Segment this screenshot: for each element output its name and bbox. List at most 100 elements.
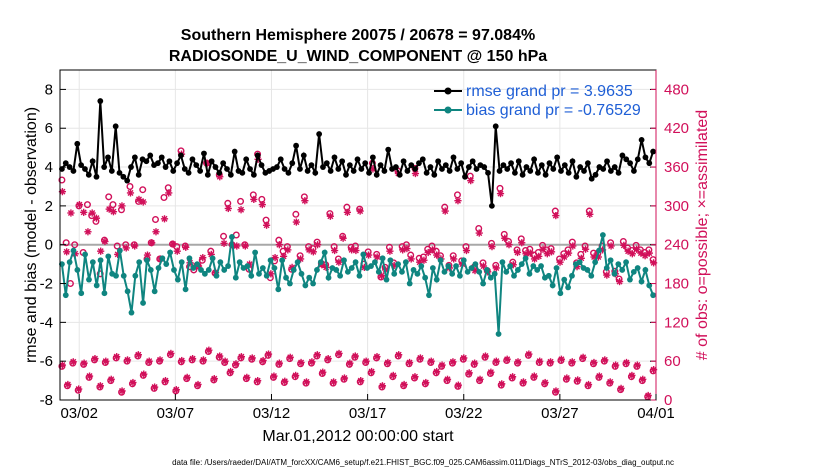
rmse-point [62,160,69,167]
obs-assimilated-point [173,247,181,255]
obs-assimilated-12z-point-stroke [590,359,597,366]
obs-assimilated-point [501,234,509,242]
bias-point [97,257,104,264]
obs-assimilated-12z-point-stroke [140,371,147,378]
obs-assimilated-point [152,228,160,236]
obs-assimilated-point-stroke [582,246,589,253]
obs-assimilated-12z-point [308,358,316,366]
obs-assimilated-12z-point [612,361,620,369]
rmse-point [431,171,438,178]
obs-assimilated-12z-point-stroke [222,358,229,365]
bias-point [518,261,525,268]
bias-point [221,267,228,273]
obs-assimilated-12z-point-stroke [270,373,277,380]
bias-point [62,292,69,299]
obs-assimilated-12z-point [113,353,121,361]
obs-assimilated-12z-point-stroke [119,387,126,394]
obs-assimilated-12z-point [351,352,359,360]
bias-point [174,276,181,283]
rmse-point [373,171,380,178]
bias-point [310,280,316,287]
bias-point [82,251,89,258]
bias-point [615,261,622,268]
obs-assimilated-12z-point-stroke [97,382,104,389]
obs-assimilated-12z-point-stroke [466,369,473,376]
rmse-point [446,168,453,174]
obs-assimilated-12z-point-stroke [547,358,554,365]
bias-point [476,268,483,275]
obs-assimilated-12z-point-stroke [487,369,494,376]
axes: -8 -6 -4 -2 0 2 4 6 8 0 60 120 180 240 300 360 420 480 03/… [40,70,689,422]
obs-assimilated-12z-point [433,367,441,376]
bias-point [248,272,255,279]
obs-assimilated-point-stroke [357,208,364,215]
rmse-point [120,173,127,180]
bias-point [468,265,475,271]
rmse-point [135,171,142,178]
obs-assimilated-point-stroke [565,250,572,257]
obs-assimilated-point [407,255,415,263]
obs-assimilated-point [539,245,547,253]
obs-assimilated-point [607,242,615,250]
bias-point [418,263,425,269]
rmse-point [112,123,119,130]
rmse-point [650,148,657,155]
bias-point [325,274,332,281]
rmse-point [588,175,595,182]
rmse-point [473,166,480,172]
obs-assimilated-12z-point [75,385,83,393]
obs-assimilated-point [258,200,266,209]
obs-assimilated-12z-point-stroke [330,378,337,385]
obs-assimilated-12z-point [601,356,609,364]
obs-assimilated-12z-point [541,378,549,387]
rmse-point [204,171,211,178]
rmse-point [450,154,457,161]
obs-assimilated-point-stroke [480,263,487,270]
rmse-point [500,162,507,169]
obs-assimilated-point [339,234,347,242]
obs-assimilated-point [530,255,539,263]
obs-assimilated-12z-point [438,361,446,369]
rmse-point [554,154,561,161]
rmse-point [147,152,154,159]
rmse-point [143,158,150,165]
obs-assimilated-12z-point-stroke [449,358,456,365]
obs-assimilated-12z-point-stroke [596,373,603,380]
bias-point [132,272,139,279]
obs-assimilated-12z-point [595,372,603,380]
obs-assimilated-point-stroke [174,248,181,255]
rmse-point [93,173,100,180]
bias-point [93,282,100,289]
obs-assimilated-12z-point [492,357,500,365]
obs-assimilated-point-stroke [442,208,449,215]
rmse-point [561,162,568,169]
rmse-point [619,152,626,159]
obs-assimilated-12z-point [633,361,641,369]
obs-assimilated-12z-point-stroke [411,373,418,380]
rmse-point [615,169,622,176]
obs-assimilated-point-stroke [497,190,504,197]
obs-assimilated-12z-point [443,375,452,383]
rmse-point [201,150,207,157]
bias-point [457,272,463,279]
obs-assimilated-point-stroke [557,259,564,266]
rmse-point [331,154,338,161]
obs-assimilated-12z-point [156,356,164,364]
bias-point [140,300,146,306]
rmse-point [600,166,607,172]
bias-point [372,259,378,266]
obs-assimilated-point-stroke [335,259,342,266]
obs-assimilated-12z-point [508,373,517,381]
obs-assimilated-point-stroke [327,213,334,220]
bias-point [341,257,347,264]
rmse-point [212,164,219,170]
obs-assimilated-12z-point-stroke [260,357,267,364]
obs-assimilated-point-stroke [433,252,440,259]
obs-assimilated-point [58,188,67,196]
bias-point [209,255,216,262]
bias-point [441,268,448,275]
obs-assimilated-12z-point [552,387,560,395]
bias-point [113,272,119,279]
bias-point [124,288,131,295]
obs-assimilated-point [220,239,228,248]
